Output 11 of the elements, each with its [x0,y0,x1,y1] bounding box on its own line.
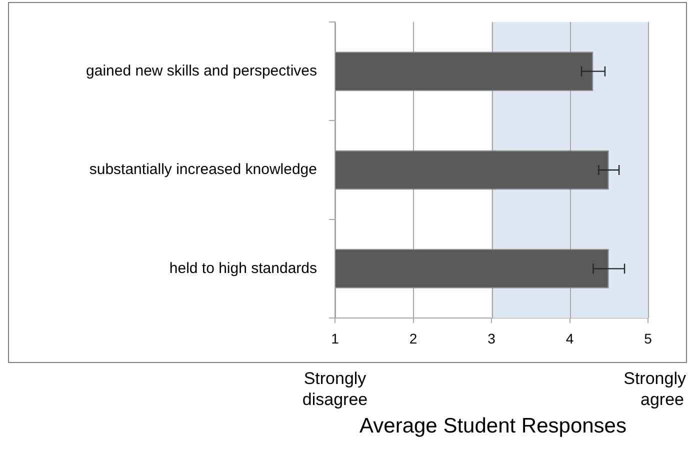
x-tick-label: 4 [566,330,574,346]
x-tick-label: 2 [409,330,418,346]
text: Strongly agree [624,369,686,410]
y-tick-label: held to high standards [169,260,317,277]
text: Strongly disagree [302,369,368,410]
x-axis-title: Average Student Responses [360,414,626,438]
x-tick-label: 3 [488,330,496,346]
x-tick-label: 1 [331,330,340,346]
y-tick-label: substantially increased knowledge [89,161,317,178]
y-tick-label: gained new skills and perspectives [86,62,317,80]
x-tick-label: 5 [644,330,652,346]
